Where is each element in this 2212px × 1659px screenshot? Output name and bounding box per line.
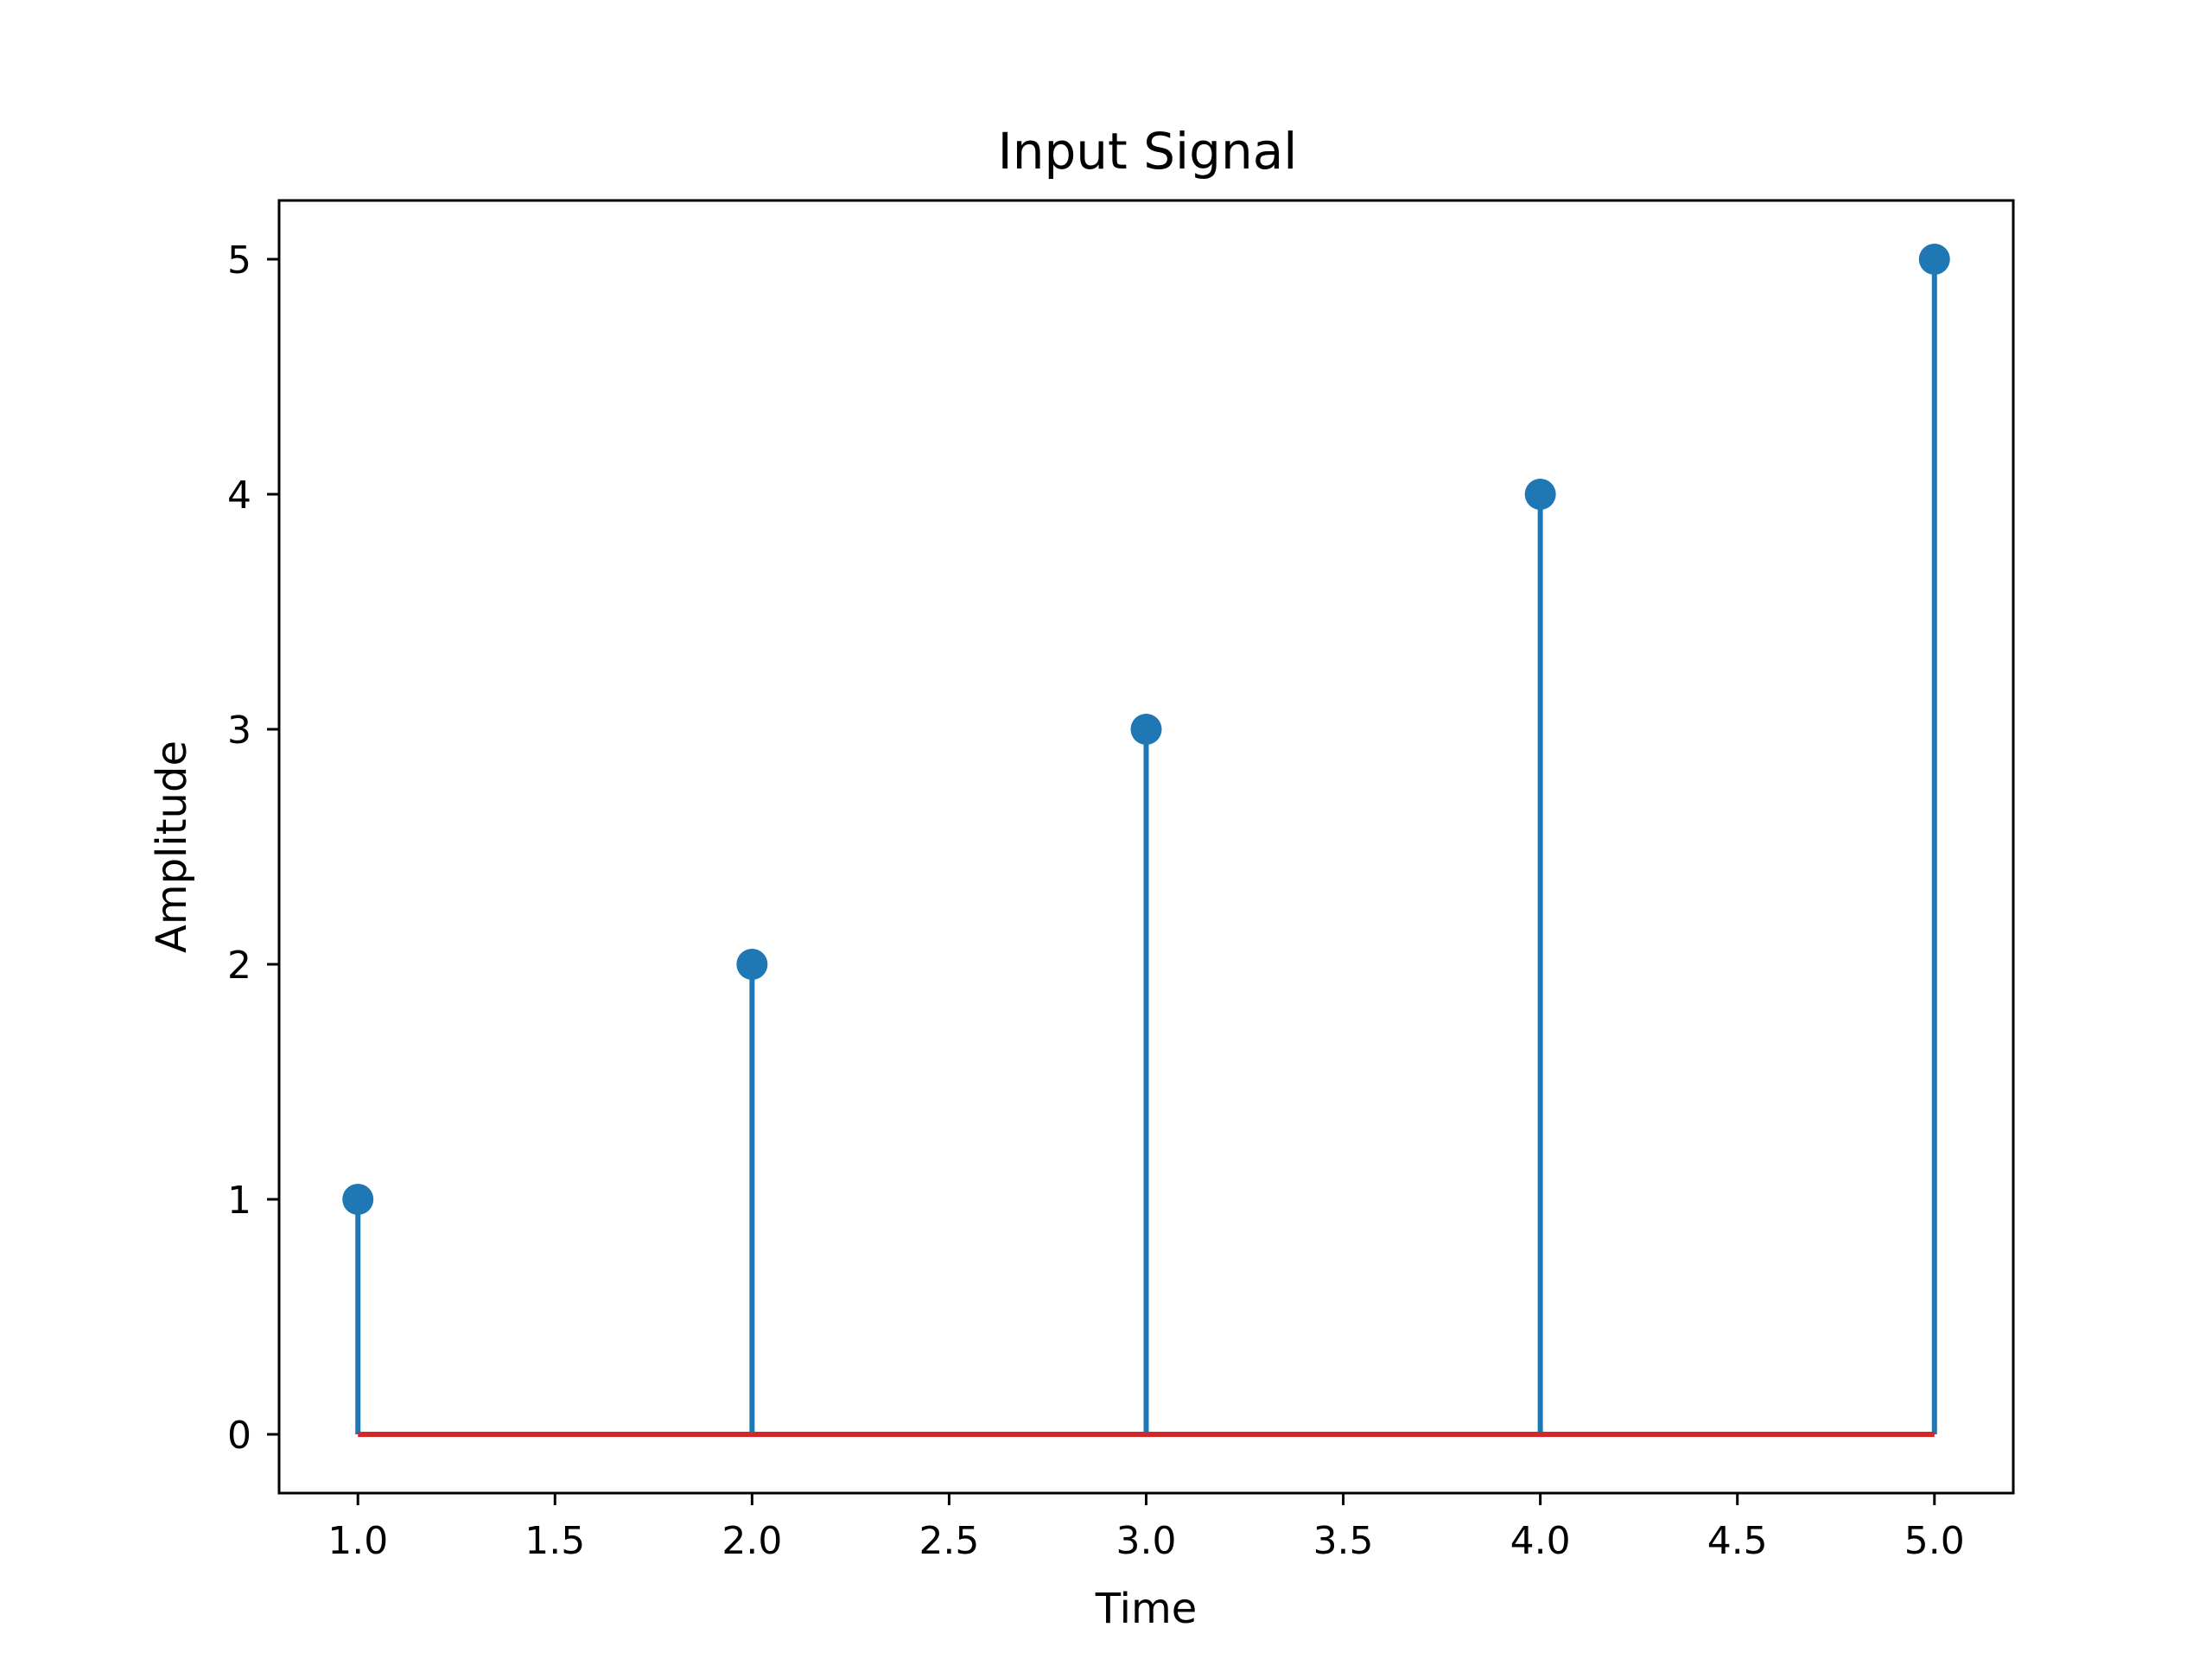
stem-marker <box>1130 714 1162 745</box>
y-tick-label: 1 <box>227 1179 251 1223</box>
plot-area: 1.0 1.5 2.0 2.5 3.0 3.5 4.0 4.5 5.0 0 1 2 3 4 5 <box>227 238 1965 1563</box>
stem-marker <box>1918 244 1950 275</box>
y-tick-label: 3 <box>227 709 251 753</box>
stem-marker <box>736 949 768 980</box>
chart-title: Input Signal <box>998 122 1298 181</box>
y-tick-label: 5 <box>227 238 251 283</box>
x-tick-label: 4.5 <box>1707 1519 1768 1563</box>
x-tick-label: 2.0 <box>721 1519 782 1563</box>
x-tick-label: 5.0 <box>1904 1519 1965 1563</box>
x-tick-label: 2.5 <box>918 1519 979 1563</box>
axes-frame <box>277 199 2015 1495</box>
stem-marker <box>342 1184 374 1215</box>
x-axis-label: Time <box>1095 1585 1197 1633</box>
y-tick-label: 0 <box>227 1414 251 1458</box>
x-tick-label: 3.0 <box>1116 1519 1177 1563</box>
y-axis-label: Amplitude <box>148 741 196 953</box>
y-tick-label: 4 <box>227 474 251 518</box>
stem-marker <box>1524 479 1556 510</box>
x-tick-label: 1.5 <box>524 1519 585 1563</box>
y-tick-label: 2 <box>227 944 251 988</box>
x-tick-label: 3.5 <box>1313 1519 1374 1563</box>
x-tick-label: 1.0 <box>327 1519 388 1563</box>
x-tick-label: 4.0 <box>1510 1519 1571 1563</box>
